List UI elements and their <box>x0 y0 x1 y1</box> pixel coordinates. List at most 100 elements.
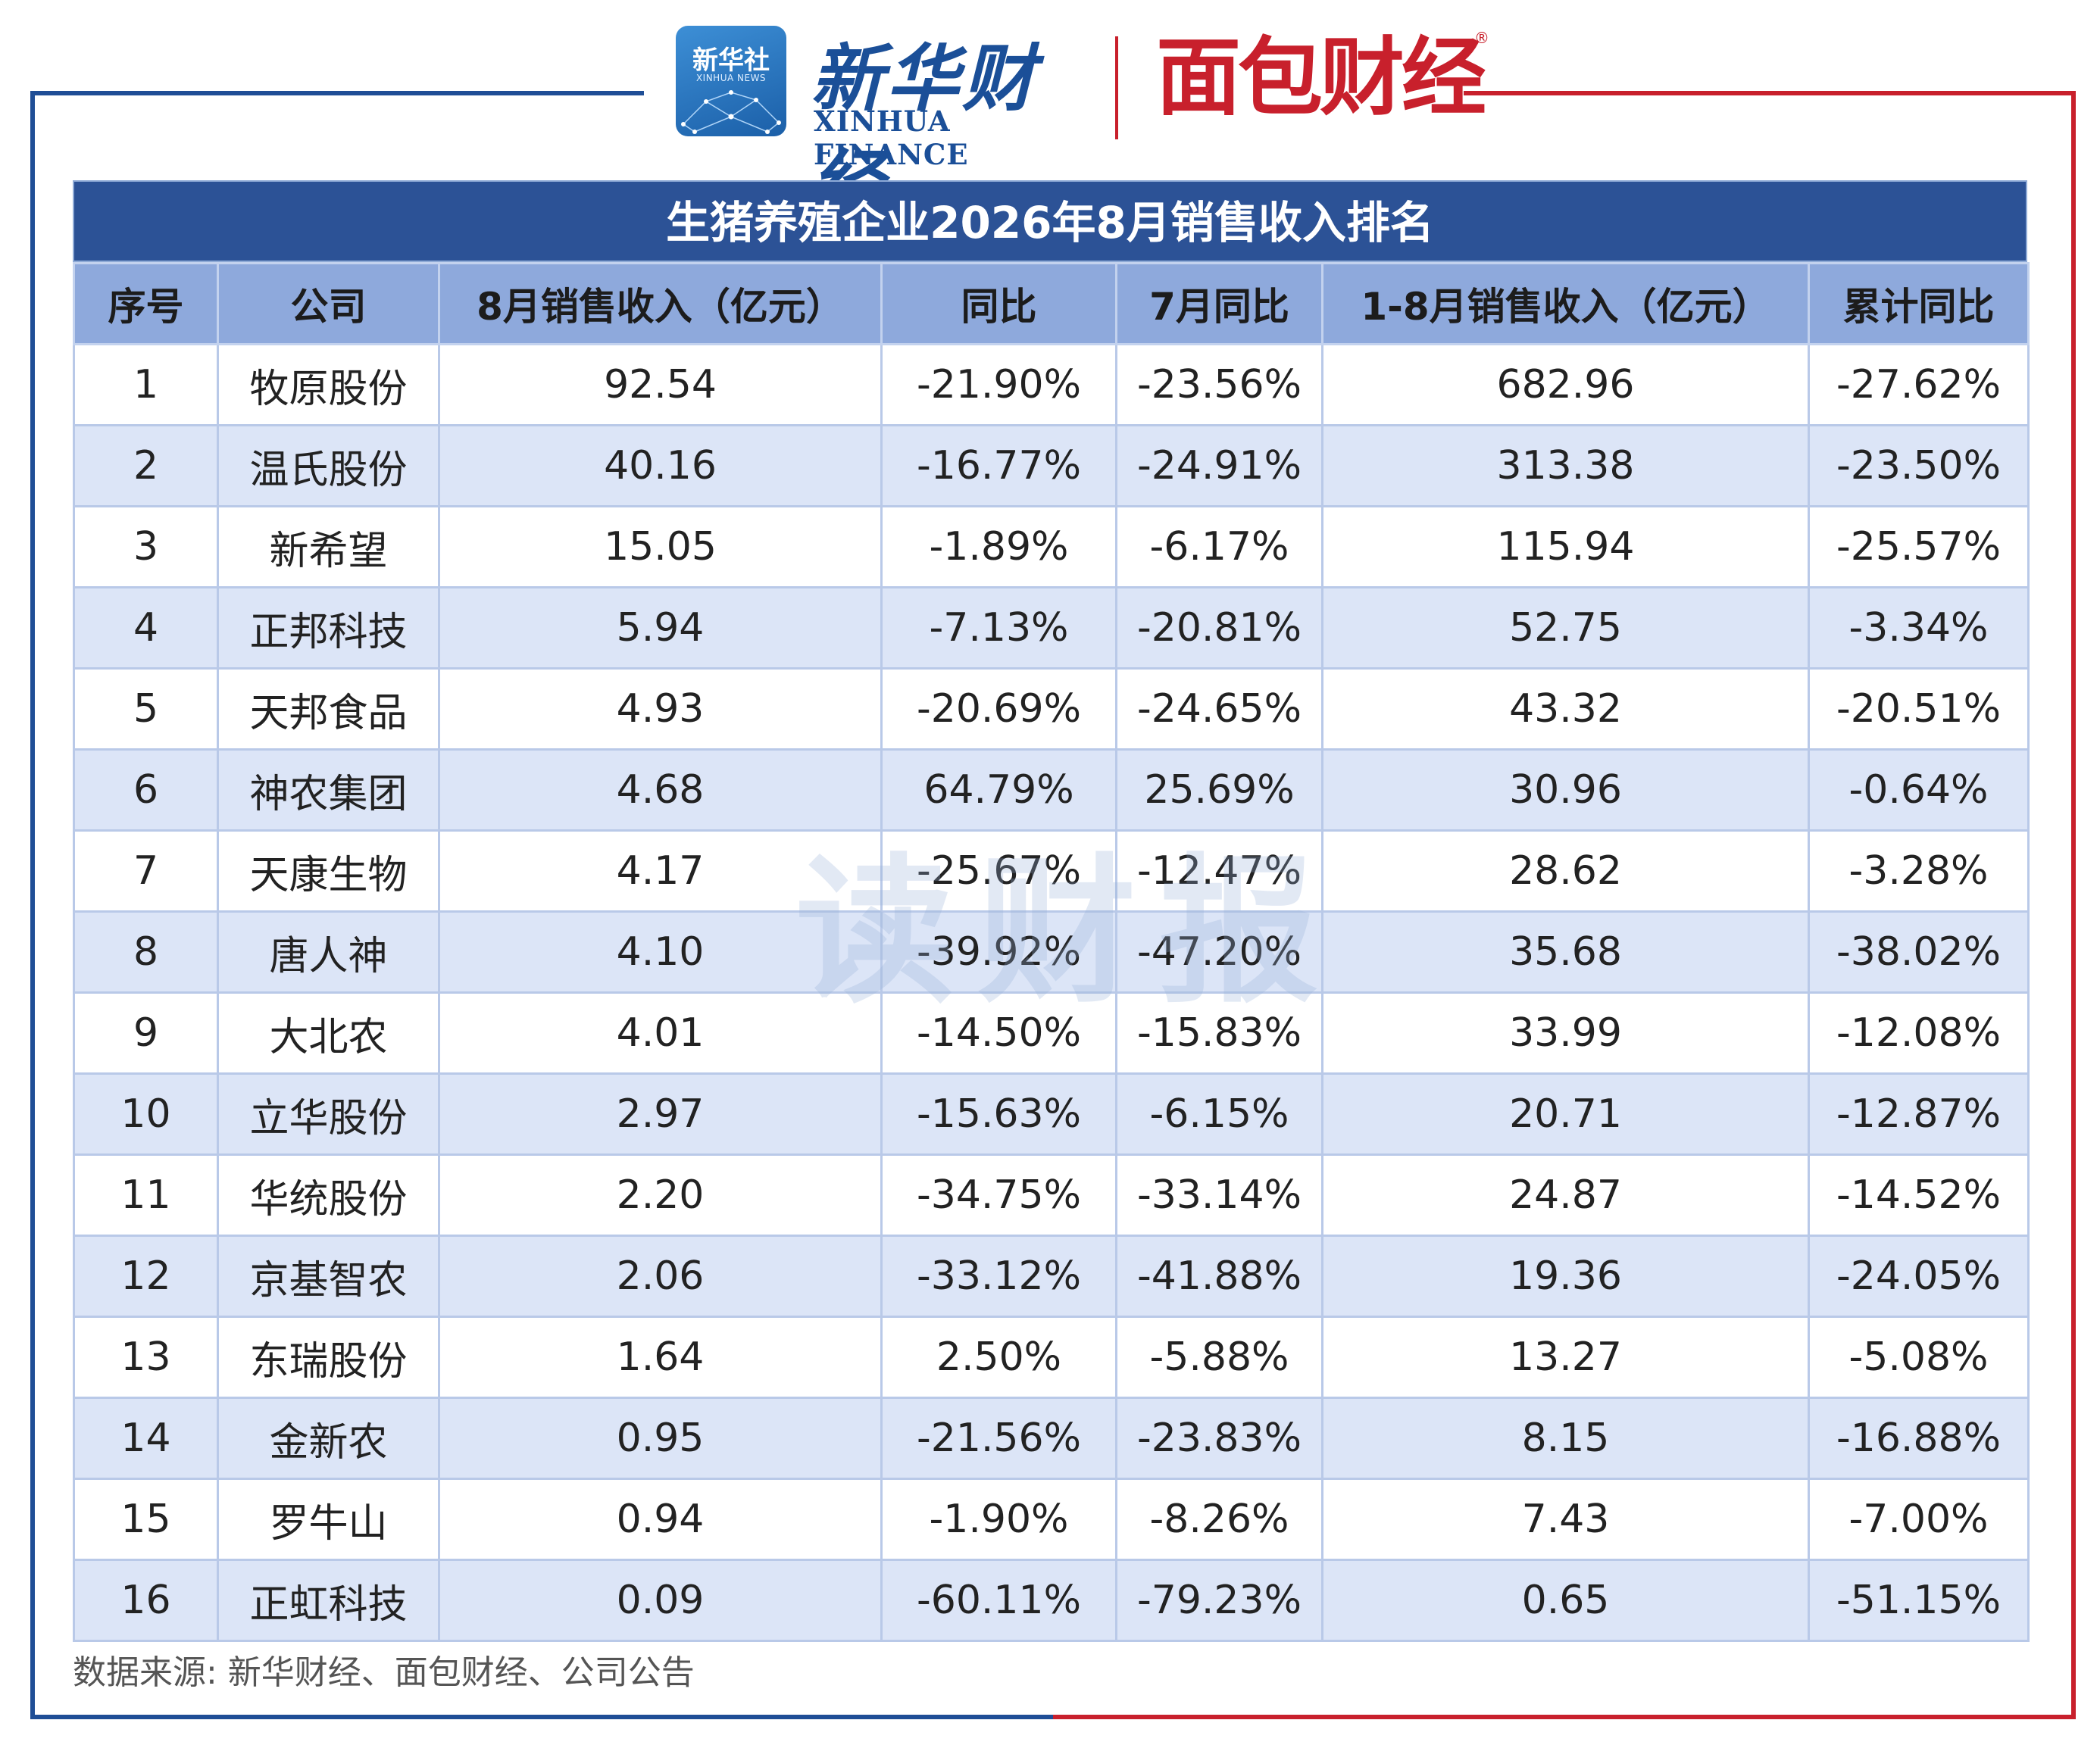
cell-jul-yoy: -24.91% <box>1115 424 1323 507</box>
cell-ytd-revenue: 20.71 <box>1321 1072 1810 1156</box>
cell-jul-yoy: -8.26% <box>1115 1478 1323 1561</box>
cell-aug-revenue: 4.01 <box>438 991 883 1075</box>
cell-jul-yoy: -41.88% <box>1115 1235 1323 1318</box>
cell-company: 东瑞股份 <box>217 1316 440 1399</box>
xinhua-badge-cn: 新华社 <box>692 45 770 76</box>
cell-ytd-yoy: -23.50% <box>1808 424 2030 507</box>
cell-company: 京基智农 <box>217 1235 440 1318</box>
cell-jul-yoy: -33.14% <box>1115 1153 1323 1237</box>
network-globe-icon <box>681 90 781 134</box>
source-note: 数据来源: 新华财经、面包财经、公司公告 <box>73 1653 695 1692</box>
col-header-rank: 序号 <box>73 262 219 345</box>
cell-company: 大北农 <box>217 991 440 1075</box>
cell-jul-yoy: 25.69% <box>1115 748 1323 832</box>
cell-company: 温氏股份 <box>217 424 440 507</box>
table-row: 13 东瑞股份 1.64 2.50% -5.88% 13.27 -5.08% <box>73 1316 2030 1399</box>
cell-rank: 12 <box>73 1235 219 1318</box>
col-header-ytd-revenue: 1-8月销售收入（亿元） <box>1321 262 1810 345</box>
cell-ytd-yoy: -16.88% <box>1808 1397 2030 1480</box>
cell-ytd-yoy: -14.52% <box>1808 1153 2030 1237</box>
table-title: 生猪养殖企业2026年8月销售收入排名 <box>73 180 2027 262</box>
cell-aug-revenue: 2.20 <box>438 1153 883 1237</box>
cell-rank: 5 <box>73 667 219 751</box>
cell-rank: 16 <box>73 1559 219 1642</box>
cell-yoy: -1.89% <box>880 505 1117 588</box>
cell-rank: 10 <box>73 1072 219 1156</box>
cell-ytd-revenue: 13.27 <box>1321 1316 1810 1399</box>
cell-ytd-revenue: 43.32 <box>1321 667 1810 751</box>
cell-aug-revenue: 5.94 <box>438 586 883 670</box>
col-header-company: 公司 <box>217 262 440 345</box>
logo-divider <box>1115 36 1118 139</box>
cell-company: 唐人神 <box>217 910 440 994</box>
xinhua-finance-logo: 新华财经 XINHUA FINANCE <box>811 20 1083 226</box>
cell-ytd-yoy: -12.87% <box>1808 1072 2030 1156</box>
cell-yoy: -60.11% <box>880 1559 1117 1642</box>
mianbao-finance-logo: 面包财经 ® <box>1156 29 1489 127</box>
cell-yoy: -20.69% <box>880 667 1117 751</box>
cell-jul-yoy: -6.17% <box>1115 505 1323 588</box>
cell-company: 牧原股份 <box>217 343 440 426</box>
cell-ytd-revenue: 115.94 <box>1321 505 1810 588</box>
cell-jul-yoy: -23.83% <box>1115 1397 1323 1480</box>
cell-aug-revenue: 0.09 <box>438 1559 883 1642</box>
cell-ytd-revenue: 682.96 <box>1321 343 1810 426</box>
ranking-table: 生猪养殖企业2026年8月销售收入排名 序号 公司 8月销售收入（亿元） 同比 … <box>73 180 2030 1642</box>
cell-jul-yoy: -15.83% <box>1115 991 1323 1075</box>
cell-yoy: -1.90% <box>880 1478 1117 1561</box>
cell-rank: 14 <box>73 1397 219 1480</box>
cell-yoy: -21.56% <box>880 1397 1117 1480</box>
mianbao-finance-cn: 面包财经 <box>1156 29 1486 127</box>
cell-aug-revenue: 92.54 <box>438 343 883 426</box>
table-row: 14 金新农 0.95 -21.56% -23.83% 8.15 -16.88% <box>73 1397 2030 1480</box>
cell-company: 正虹科技 <box>217 1559 440 1642</box>
cell-aug-revenue: 4.10 <box>438 910 883 994</box>
xinhua-badge-en: XINHUA NEWS <box>695 73 767 83</box>
table-row: 10 立华股份 2.97 -15.63% -6.15% 20.71 -12.87% <box>73 1072 2030 1156</box>
frame-top-left-line <box>30 91 644 95</box>
table-row: 12 京基智农 2.06 -33.12% -41.88% 19.36 -24.05% <box>73 1235 2030 1318</box>
cell-jul-yoy: -47.20% <box>1115 910 1323 994</box>
cell-company: 罗牛山 <box>217 1478 440 1561</box>
frame-right-line <box>2071 91 2076 1719</box>
cell-ytd-yoy: -51.15% <box>1808 1559 2030 1642</box>
xinhua-news-logo: 新华社 XINHUA NEWS <box>676 26 786 136</box>
cell-ytd-yoy: -25.57% <box>1808 505 2030 588</box>
cell-company: 华统股份 <box>217 1153 440 1237</box>
table-row: 7 天康生物 4.17 -25.67% -12.47% 28.62 -3.28% <box>73 829 2030 913</box>
cell-ytd-revenue: 24.87 <box>1321 1153 1810 1237</box>
frame-left-line <box>30 91 35 1719</box>
table-row: 11 华统股份 2.20 -34.75% -33.14% 24.87 -14.52% <box>73 1153 2030 1237</box>
cell-jul-yoy: -20.81% <box>1115 586 1323 670</box>
cell-rank: 9 <box>73 991 219 1075</box>
cell-rank: 13 <box>73 1316 219 1399</box>
cell-company: 神农集团 <box>217 748 440 832</box>
table-row: 2 温氏股份 40.16 -16.77% -24.91% 313.38 -23.50% <box>73 424 2030 507</box>
cell-ytd-revenue: 313.38 <box>1321 424 1810 507</box>
cell-company: 金新农 <box>217 1397 440 1480</box>
table-body: 1 牧原股份 92.54 -21.90% -23.56% 682.96 -27.62% 2 温氏… <box>73 343 2030 1642</box>
cell-company: 天邦食品 <box>217 667 440 751</box>
table-row: 8 唐人神 4.10 -39.92% -47.20% 35.68 -38.02% <box>73 910 2030 994</box>
cell-rank: 2 <box>73 424 219 507</box>
cell-ytd-yoy: -24.05% <box>1808 1235 2030 1318</box>
header-row: 序号 公司 8月销售收入（亿元） 同比 7月同比 1-8月销售收入（亿元） 累计… <box>73 262 2030 345</box>
table-row: 4 正邦科技 5.94 -7.13% -20.81% 52.75 -3.34% <box>73 586 2030 670</box>
cell-rank: 15 <box>73 1478 219 1561</box>
cell-rank: 1 <box>73 343 219 426</box>
col-header-jul-yoy: 7月同比 <box>1115 262 1323 345</box>
cell-yoy: -21.90% <box>880 343 1117 426</box>
cell-ytd-yoy: -3.28% <box>1808 829 2030 913</box>
cell-ytd-revenue: 7.43 <box>1321 1478 1810 1561</box>
cell-rank: 7 <box>73 829 219 913</box>
cell-ytd-yoy: -0.64% <box>1808 748 2030 832</box>
table-row: 5 天邦食品 4.93 -20.69% -24.65% 43.32 -20.51% <box>73 667 2030 751</box>
cell-ytd-revenue: 8.15 <box>1321 1397 1810 1480</box>
cell-aug-revenue: 40.16 <box>438 424 883 507</box>
cell-ytd-yoy: -3.34% <box>1808 586 2030 670</box>
cell-ytd-revenue: 0.65 <box>1321 1559 1810 1642</box>
cell-company: 新希望 <box>217 505 440 588</box>
cell-yoy: -25.67% <box>880 829 1117 913</box>
cell-rank: 11 <box>73 1153 219 1237</box>
cell-aug-revenue: 0.95 <box>438 1397 883 1480</box>
